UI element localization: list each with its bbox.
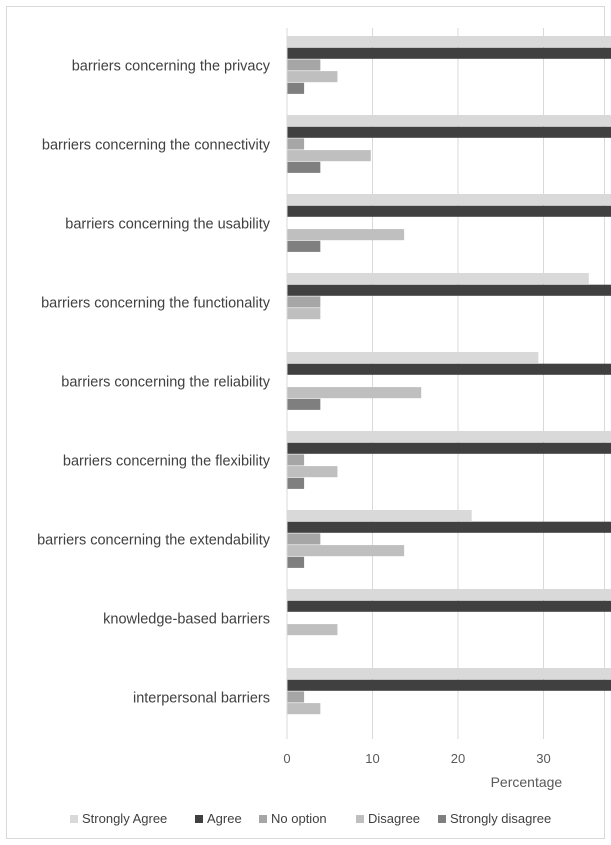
- bar-agree-5: [287, 363, 611, 375]
- legend-label-agree: Agree: [207, 811, 242, 826]
- category-label-3: barriers concerning the usability: [65, 216, 270, 232]
- category-label-9: interpersonal barriers: [133, 690, 270, 706]
- bar-strongly-agree-5: [287, 352, 539, 364]
- legend-swatch-agree: [195, 815, 203, 823]
- legend-swatch-disagree: [356, 815, 364, 823]
- bar-agree-7: [287, 521, 611, 533]
- bar-disagree-7: [287, 545, 405, 557]
- x-tick-label-10: 10: [365, 751, 379, 766]
- bar-strongly-disagree-2: [287, 161, 321, 173]
- category-label-2: barriers concerning the connectivity: [42, 137, 271, 153]
- chart-frame: [6, 6, 605, 839]
- category-label-8: knowledge-based barriers: [103, 611, 270, 627]
- bar-disagree-9: [287, 703, 321, 715]
- bar-no-option-7: [287, 533, 321, 545]
- bar-disagree-1: [287, 71, 338, 83]
- bar-agree-6: [287, 442, 611, 454]
- bar-disagree-6: [287, 466, 338, 478]
- x-tick-label-0: 0: [283, 751, 290, 766]
- bar-agree-8: [287, 600, 611, 612]
- bar-disagree-3: [287, 229, 405, 241]
- bar-no-option-1: [287, 59, 321, 71]
- bar-strongly-agree-8: [287, 589, 611, 601]
- legend-swatch-no-option: [259, 815, 267, 823]
- category-label-7: barriers concerning the extendability: [37, 532, 271, 548]
- bar-strongly-disagree-1: [287, 82, 305, 94]
- bar-disagree-2: [287, 150, 371, 162]
- bar-no-option-4: [287, 296, 321, 308]
- bar-strongly-disagree-6: [287, 477, 305, 489]
- bar-agree-3: [287, 205, 611, 217]
- bar-disagree-5: [287, 387, 422, 399]
- legend-label-no-option: No option: [271, 811, 327, 826]
- bar-strongly-disagree-7: [287, 556, 305, 568]
- legend-label-strongly-disagree: Strongly disagree: [450, 811, 551, 826]
- bar-strongly-agree-1: [287, 36, 611, 48]
- legend-label-disagree: Disagree: [368, 811, 420, 826]
- bar-strongly-agree-6: [287, 431, 611, 443]
- bar-no-option-2: [287, 138, 305, 150]
- bar-strongly-agree-4: [287, 273, 589, 285]
- bar-no-option-9: [287, 691, 305, 703]
- legend-swatch-strongly-agree: [70, 815, 78, 823]
- bar-strongly-agree-9: [287, 668, 611, 680]
- bar-agree-4: [287, 284, 611, 296]
- category-label-6: barriers concerning the flexibility: [63, 453, 271, 469]
- category-label-4: barriers concerning the functionality: [41, 295, 271, 311]
- bar-strongly-agree-7: [287, 510, 472, 522]
- x-tick-label-20: 20: [451, 751, 465, 766]
- legend-label-strongly-agree: Strongly Agree: [82, 811, 167, 826]
- bar-agree-1: [287, 47, 611, 59]
- bar-agree-2: [287, 126, 611, 138]
- bar-strongly-disagree-5: [287, 398, 321, 410]
- bar-agree-9: [287, 679, 611, 691]
- category-label-1: barriers concerning the privacy: [72, 58, 271, 74]
- bar-strongly-agree-2: [287, 115, 611, 127]
- bar-strongly-disagree-3: [287, 240, 321, 252]
- bar-disagree-4: [287, 308, 321, 320]
- category-label-5: barriers concerning the reliability: [61, 374, 270, 390]
- x-axis-title: Percentage: [491, 774, 563, 790]
- bar-no-option-6: [287, 454, 305, 466]
- legend-swatch-strongly-disagree: [438, 815, 446, 823]
- x-tick-label-30: 30: [536, 751, 550, 766]
- bar-strongly-agree-3: [287, 194, 611, 206]
- bar-disagree-8: [287, 624, 338, 636]
